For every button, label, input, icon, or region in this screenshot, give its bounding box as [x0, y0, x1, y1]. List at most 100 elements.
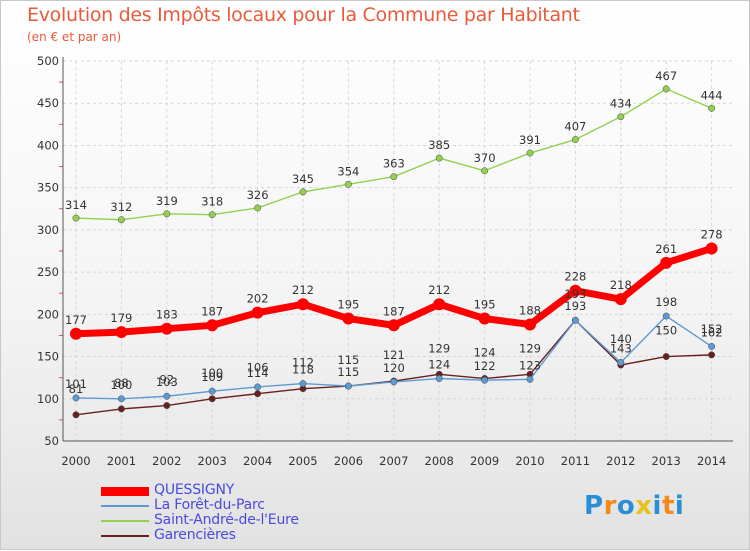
data-label: 187 [383, 304, 405, 318]
x-tick-label: 2005 [288, 454, 317, 468]
data-label: 129 [428, 341, 450, 355]
legend-label: QUESSIGNY [154, 482, 235, 498]
data-point [208, 387, 216, 395]
x-tick-label: 2003 [198, 454, 227, 468]
data-label: 183 [156, 308, 178, 322]
data-label: 143 [610, 341, 632, 355]
x-tick-label: 2007 [379, 454, 408, 468]
data-point [299, 380, 307, 388]
data-point [117, 216, 125, 224]
data-point [390, 173, 398, 181]
data-point [481, 376, 489, 384]
data-label: 100 [110, 378, 132, 392]
data-point [254, 383, 262, 391]
data-label: 120 [383, 361, 405, 375]
data-point [117, 405, 125, 413]
data-point [72, 214, 80, 222]
data-label: 391 [519, 133, 541, 147]
data-label: 318 [201, 195, 223, 209]
data-label: 115 [337, 353, 359, 367]
chart-title: Evolution des Impôts locaux pour la Comm… [27, 4, 580, 26]
x-tick-label: 2006 [334, 454, 363, 468]
data-point [160, 322, 173, 335]
data-point [208, 211, 216, 219]
data-label: 385 [428, 138, 450, 152]
data-label: 177 [65, 313, 87, 327]
legend-label: Saint-André-de-l'Eure [154, 512, 299, 528]
data-point [617, 113, 625, 121]
data-point [72, 394, 80, 402]
data-label: 370 [474, 151, 496, 165]
data-label: 118 [292, 363, 314, 377]
data-point [344, 180, 352, 188]
x-tick-label: 2013 [652, 454, 681, 468]
data-label: 152 [701, 322, 723, 336]
y-tick-label: 150 [37, 350, 59, 364]
x-tick-label: 2000 [61, 454, 90, 468]
data-point [163, 210, 171, 218]
data-point [435, 375, 443, 382]
data-label: 319 [156, 194, 178, 208]
data-label: 212 [292, 283, 314, 297]
data-label: 101 [65, 377, 87, 391]
data-point [72, 411, 80, 419]
data-point [660, 256, 673, 269]
y-tick-label: 200 [37, 307, 59, 321]
data-point [478, 312, 491, 325]
legend-label: Garencières [154, 527, 236, 543]
data-point [70, 327, 82, 340]
chart-subtitle: (en € et par an) [27, 30, 122, 44]
data-point [705, 242, 718, 255]
y-tick-label: 350 [37, 181, 59, 195]
data-label: 354 [337, 164, 359, 178]
data-label: 195 [337, 298, 359, 312]
data-label: 109 [201, 370, 223, 384]
data-label: 261 [655, 242, 677, 256]
data-point [115, 326, 128, 339]
data-label: 363 [383, 157, 405, 171]
data-point [481, 167, 489, 175]
x-tick-label: 2001 [107, 454, 136, 468]
data-point [387, 319, 400, 332]
data-label: 193 [564, 287, 586, 301]
x-tick-label: 2002 [152, 454, 181, 468]
data-point [433, 298, 446, 311]
proxiti-logo: Proxiti [584, 491, 684, 521]
data-label: 407 [564, 120, 586, 134]
data-label: 434 [610, 97, 632, 111]
logo-letter: t [661, 491, 675, 521]
data-point [297, 298, 309, 311]
data-label: 162 [701, 325, 723, 339]
data-point [662, 312, 670, 320]
data-label: 345 [292, 172, 314, 186]
data-label: 112 [292, 356, 314, 370]
data-point [344, 382, 352, 390]
data-label: 278 [701, 227, 723, 241]
legend-swatch [101, 505, 149, 507]
data-label: 121 [383, 348, 405, 362]
legend-swatch [101, 487, 149, 496]
logo-letter: i [674, 491, 685, 521]
data-label: 198 [655, 295, 677, 309]
logo-letter: r [603, 491, 617, 521]
legend-swatch [101, 535, 149, 537]
data-label: 106 [247, 361, 269, 375]
legend-label: La Forêt-du-Parc [154, 497, 265, 513]
data-label: 103 [156, 375, 178, 389]
data-label: 212 [428, 283, 450, 297]
data-point [206, 319, 219, 332]
data-label: 140 [610, 332, 632, 346]
x-tick-label: 2004 [243, 454, 272, 468]
data-point [617, 359, 625, 366]
data-label: 92 [159, 373, 174, 387]
data-label: 115 [337, 365, 359, 379]
data-point [708, 104, 716, 112]
data-point [708, 342, 716, 350]
data-point [614, 293, 627, 306]
data-point [708, 351, 716, 359]
data-point [299, 188, 307, 196]
data-label: 195 [474, 298, 496, 312]
data-label: 312 [110, 200, 132, 214]
